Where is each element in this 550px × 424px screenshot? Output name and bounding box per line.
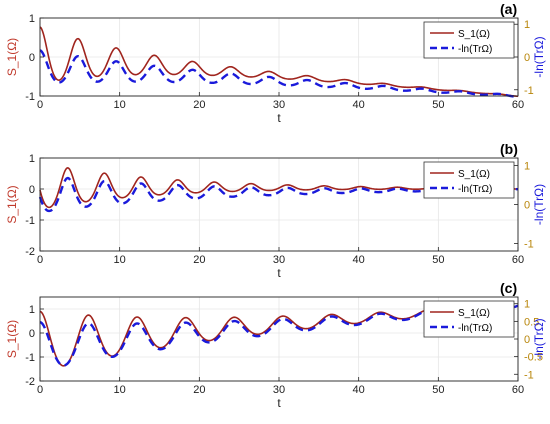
- y-tick-label-right: 1: [524, 299, 530, 311]
- legend-entry-label: -ln(TrΩ): [458, 323, 492, 334]
- y-axis-label-right: -ln(TrΩ): [532, 318, 546, 359]
- x-tick-label: 0: [37, 384, 43, 396]
- series-line-ln-tr: [39, 49, 519, 99]
- y-tick-label-left: -1: [25, 352, 35, 364]
- x-tick-label: 40: [353, 99, 365, 111]
- y-tick-label-right: -1: [524, 369, 534, 381]
- panel-label: (b): [500, 141, 518, 157]
- x-tick-label: 10: [114, 99, 126, 111]
- x-tick-label: 10: [114, 384, 126, 396]
- y-tick-label-left: -2: [25, 246, 35, 258]
- y-tick-label-right: 0: [524, 52, 530, 64]
- series-line-ln-tr: [38, 176, 519, 213]
- y-tick-label-right: 0: [524, 334, 530, 346]
- x-axis-label: t: [277, 396, 281, 410]
- y-tick-label-left: -1: [25, 215, 35, 227]
- x-tick-label: 30: [273, 384, 285, 396]
- y-tick-label-left: 1: [29, 153, 35, 165]
- panel-label: (a): [500, 1, 517, 17]
- legend-box: [423, 161, 515, 199]
- y-axis-label-left: S_1(Ω): [5, 185, 19, 223]
- x-tick-label: 40: [353, 254, 365, 266]
- legend: S_1(Ω) -ln(TrΩ): [423, 21, 515, 59]
- panel-c: 0 10 20 30 40 50 60 -2 -1 0 1 -1 -0.5 0 0.5 1 t S_1(Ω) -ln…: [5, 280, 546, 410]
- y-tick-label-right: -0.5: [524, 352, 543, 364]
- y-tick-label-left: -1: [25, 91, 35, 103]
- panel-label: (c): [500, 280, 517, 296]
- legend-entry-label: -ln(TrΩ): [458, 44, 492, 55]
- x-tick-label: 50: [432, 254, 444, 266]
- x-tick-label: 50: [432, 99, 444, 111]
- y-tick-label-right: 0: [524, 200, 530, 212]
- x-tick-label: 20: [193, 254, 205, 266]
- x-tick-label: 10: [114, 254, 126, 266]
- series-line-s1: [39, 26, 519, 98]
- y-axis-label-left: S_1(Ω): [5, 320, 19, 358]
- x-tick-label: 30: [273, 254, 285, 266]
- x-axis-label: t: [277, 266, 281, 280]
- x-axis-label: t: [277, 111, 281, 125]
- legend-entry-label: S_1(Ω): [458, 169, 490, 180]
- legend-box: [423, 300, 515, 338]
- y-tick-label-right: -1: [524, 239, 534, 251]
- y-tick-label-left: 0: [29, 52, 35, 64]
- y-tick-label-right: 0.5: [524, 316, 539, 328]
- y-tick-label-right: -1: [524, 85, 534, 97]
- x-tick-label: 0: [37, 99, 43, 111]
- y-tick-label-right: 1: [524, 19, 530, 31]
- y-axis-label-right: -ln(TrΩ): [532, 184, 546, 225]
- x-tick-label: 60: [512, 99, 524, 111]
- y-tick-label-left: 1: [29, 13, 35, 25]
- x-tick-label: 0: [37, 254, 43, 266]
- y-tick-label-left: 0: [29, 328, 35, 340]
- series-line-ln-tr: [39, 304, 519, 367]
- legend-entry-label: S_1(Ω): [458, 308, 490, 319]
- x-tick-label: 30: [273, 99, 285, 111]
- x-tick-label: 60: [512, 254, 524, 266]
- y-tick-label-left: 1: [29, 304, 35, 316]
- y-tick-label-right: 1: [524, 160, 530, 172]
- x-tick-label: 50: [432, 384, 444, 396]
- x-tick-label: 20: [193, 384, 205, 396]
- y-axis-label-right: -ln(TrΩ): [532, 36, 546, 77]
- legend-entry-label: S_1(Ω): [458, 29, 490, 40]
- legend: S_1(Ω) -ln(TrΩ): [423, 300, 515, 338]
- legend-box: [423, 21, 515, 59]
- panel-b: 0 10 20 30 40 50 60 -2 -1 0 1 -1 0 1 t S_1(Ω) -ln(TrΩ) (b…: [5, 141, 546, 280]
- legend: S_1(Ω) -ln(TrΩ): [423, 161, 515, 199]
- y-axis-label-left: S_1(Ω): [5, 38, 19, 76]
- legend-entry-label: -ln(TrΩ): [458, 184, 492, 195]
- x-tick-label: 20: [193, 99, 205, 111]
- y-tick-label-left: 0: [29, 184, 35, 196]
- y-tick-label-left: -2: [25, 376, 35, 388]
- x-tick-label: 60: [512, 384, 524, 396]
- x-tick-label: 40: [353, 384, 365, 396]
